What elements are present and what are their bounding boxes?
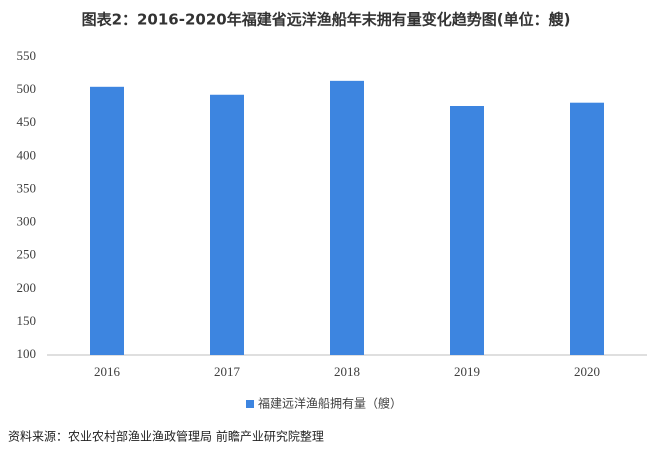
- x-tick-label: 2019: [454, 364, 480, 379]
- bar: [90, 86, 124, 356]
- source-note: 资料来源：农业农村部渔业渔政管理局 前瞻产业研究院整理: [8, 429, 324, 444]
- y-tick-label: 500: [17, 81, 37, 96]
- chart-title: 图表2：2016-2020年福建省远洋渔船年末拥有量变化趋势图(单位：艘): [82, 11, 571, 29]
- y-tick-label: 350: [17, 180, 37, 195]
- legend-label: 福建远洋渔船拥有量（艘）: [258, 396, 402, 411]
- y-tick-label: 400: [17, 147, 37, 162]
- y-tick-label: 300: [17, 214, 37, 229]
- bar: [570, 102, 604, 356]
- bar: [330, 80, 364, 355]
- y-tick-label: 450: [17, 114, 37, 129]
- bar: [450, 106, 484, 355]
- legend-swatch: [246, 400, 254, 408]
- y-tick-label: 200: [17, 280, 37, 295]
- bar: [210, 94, 244, 355]
- x-tick-label: 2020: [574, 364, 600, 379]
- y-tick-label: 250: [17, 247, 37, 262]
- x-tick-label: 2016: [94, 364, 121, 379]
- y-tick-label: 150: [17, 313, 37, 328]
- y-tick-label: 100: [17, 346, 37, 361]
- y-tick-label: 550: [17, 48, 37, 63]
- x-tick-label: 2017: [214, 364, 241, 379]
- x-tick-label: 2018: [334, 364, 360, 379]
